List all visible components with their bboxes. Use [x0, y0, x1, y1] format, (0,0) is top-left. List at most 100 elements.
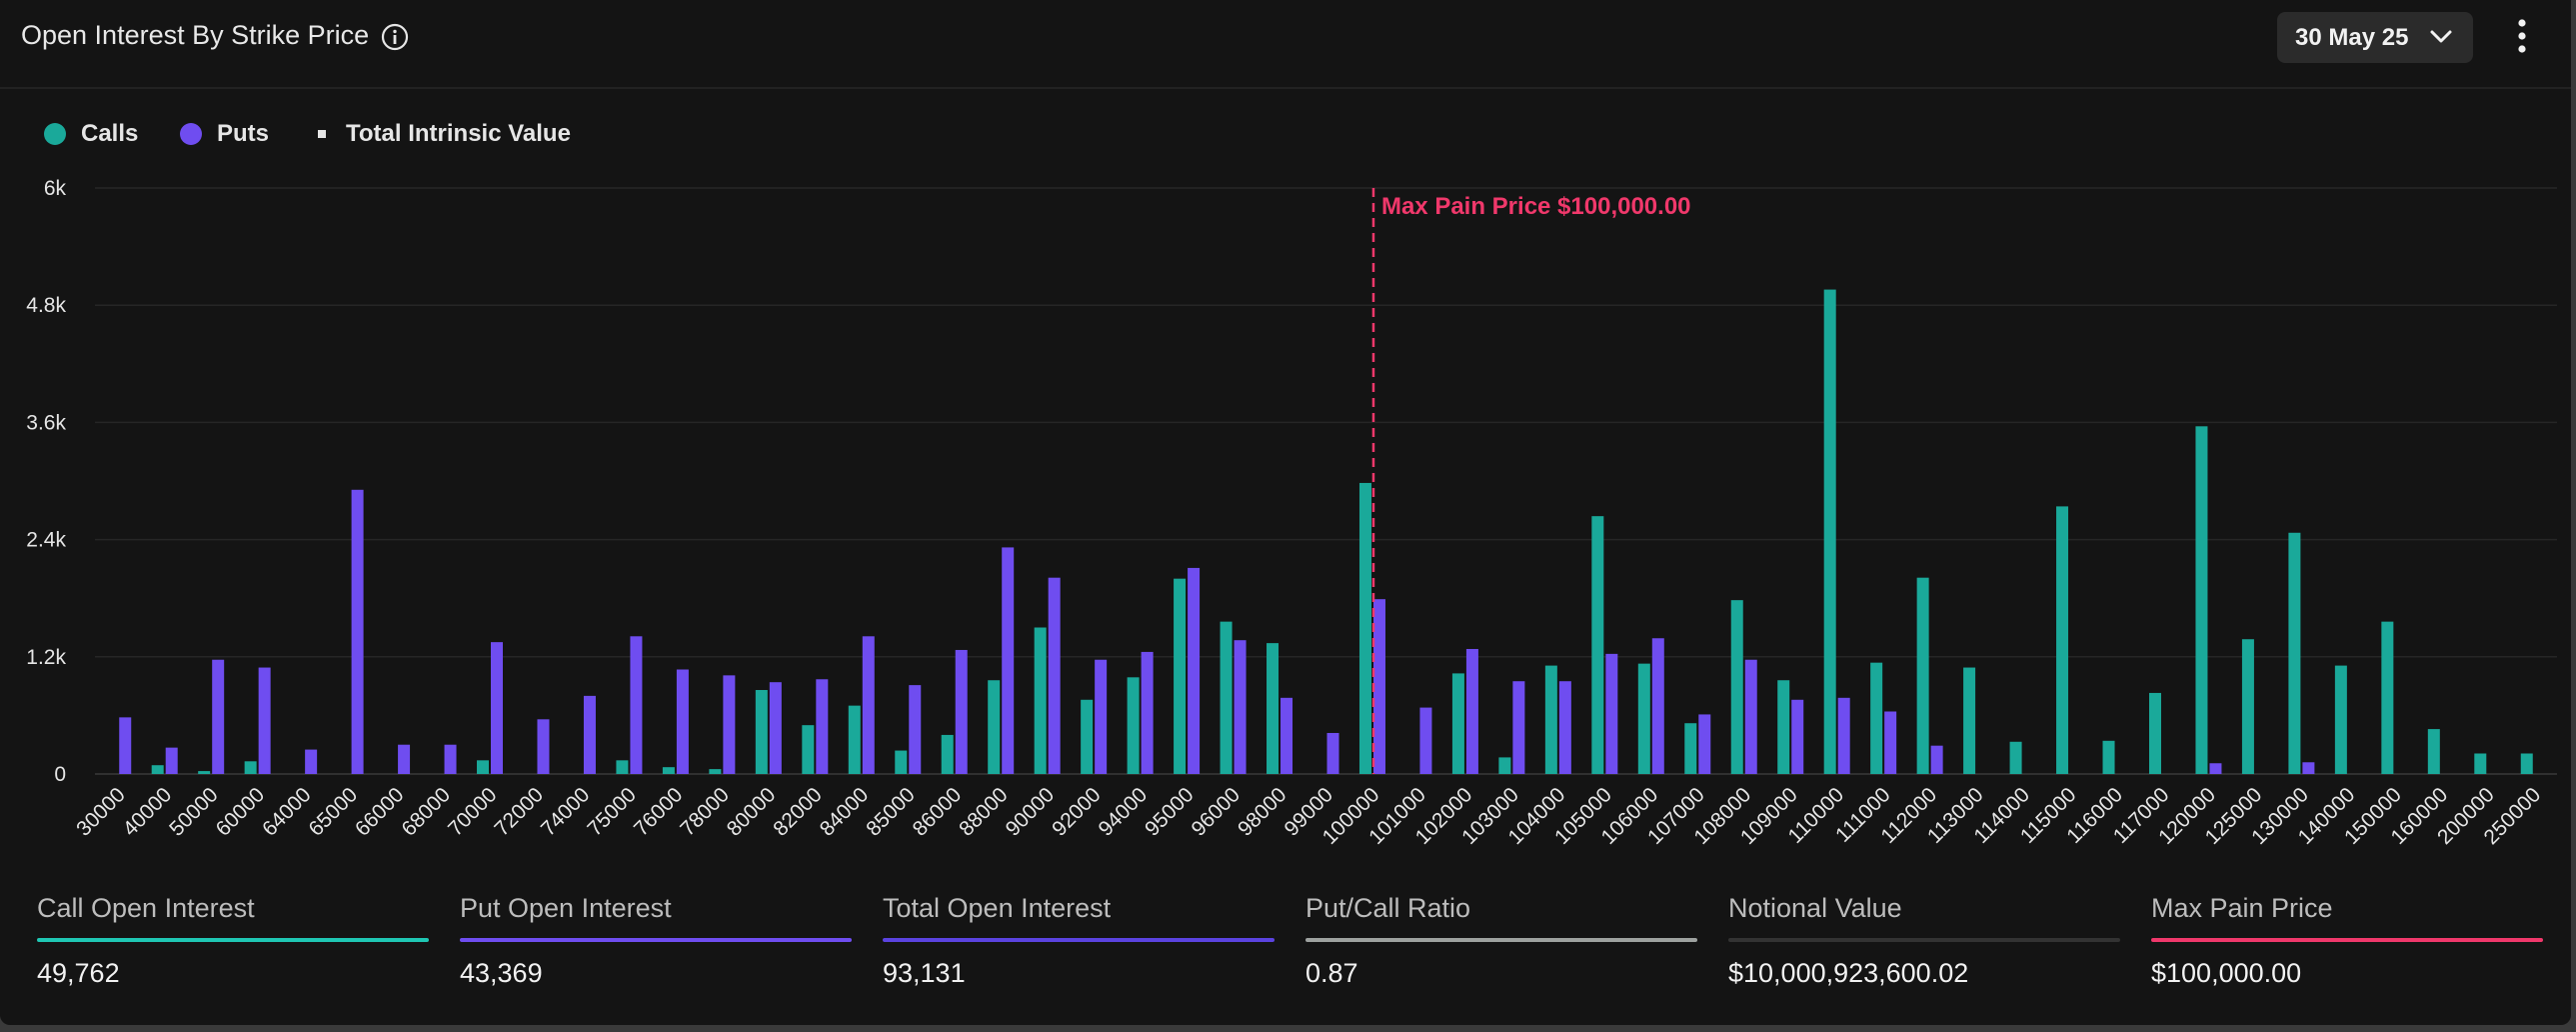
call-bar[interactable]: [244, 761, 257, 774]
put-bar[interactable]: [119, 717, 132, 774]
put-bar[interactable]: [305, 749, 318, 774]
call-bar[interactable]: [1591, 516, 1604, 774]
call-bar[interactable]: [988, 680, 1001, 774]
put-bar[interactable]: [862, 636, 875, 774]
call-bar[interactable]: [1823, 289, 1836, 774]
call-bar[interactable]: [941, 734, 954, 774]
put-bar[interactable]: [1698, 714, 1711, 774]
call-bar[interactable]: [1034, 627, 1047, 775]
call-bar[interactable]: [709, 769, 722, 774]
call-bar[interactable]: [2520, 753, 2533, 774]
call-bar[interactable]: [2288, 532, 2301, 774]
put-bar[interactable]: [2209, 763, 2222, 774]
x-tick-label: 84000: [816, 783, 874, 841]
call-bar[interactable]: [1637, 663, 1650, 774]
put-bar[interactable]: [258, 667, 271, 774]
put-bar[interactable]: [165, 747, 178, 774]
put-bar[interactable]: [1419, 707, 1432, 774]
put-bar[interactable]: [1558, 681, 1571, 774]
legend-puts[interactable]: Puts: [180, 120, 269, 148]
call-bar[interactable]: [2427, 729, 2440, 774]
call-bar[interactable]: [755, 690, 768, 774]
put-bar[interactable]: [676, 669, 689, 774]
put-bar[interactable]: [1281, 697, 1293, 774]
put-bar[interactable]: [1651, 638, 1664, 774]
stat-put-call-ratio: Put/Call Ratio 0.87: [1305, 893, 1697, 989]
call-bar[interactable]: [1220, 621, 1233, 774]
put-bar[interactable]: [1002, 547, 1015, 774]
put-bar[interactable]: [1095, 659, 1108, 774]
call-bar[interactable]: [895, 750, 908, 774]
call-bar[interactable]: [2056, 506, 2069, 774]
call-bar[interactable]: [1498, 757, 1511, 774]
call-bar[interactable]: [1127, 677, 1140, 774]
call-bar[interactable]: [2009, 741, 2022, 774]
put-bar[interactable]: [351, 489, 364, 774]
put-bar[interactable]: [2302, 762, 2315, 774]
call-bar[interactable]: [1730, 600, 1743, 774]
call-bar[interactable]: [662, 767, 675, 774]
call-bar[interactable]: [2241, 639, 2254, 774]
legend-intrinsic[interactable]: Total Intrinsic Value: [318, 120, 571, 148]
put-bar[interactable]: [1048, 577, 1061, 774]
put-bar[interactable]: [1372, 599, 1385, 774]
stat-notional-value: Notional Value $10,000,923,600.02: [1728, 893, 2120, 989]
info-icon[interactable]: [380, 22, 410, 52]
put-bar[interactable]: [491, 642, 504, 774]
call-bar[interactable]: [1870, 662, 1883, 774]
put-bar[interactable]: [1837, 697, 1850, 774]
x-tick-label: 86000: [909, 783, 967, 841]
put-bar[interactable]: [1744, 659, 1757, 774]
call-bar[interactable]: [1777, 680, 1790, 774]
put-bar[interactable]: [1605, 653, 1618, 774]
put-bar[interactable]: [1465, 648, 1478, 774]
stat-total-open-interest: Total Open Interest 93,131: [883, 893, 1275, 989]
call-bar[interactable]: [2148, 692, 2161, 774]
call-bar[interactable]: [2334, 665, 2347, 774]
call-bar[interactable]: [1267, 643, 1280, 774]
call-bar[interactable]: [2474, 753, 2487, 774]
call-bar[interactable]: [802, 725, 815, 774]
put-bar[interactable]: [630, 636, 643, 774]
put-bar[interactable]: [398, 744, 411, 774]
call-bar[interactable]: [2195, 426, 2208, 774]
put-bar[interactable]: [723, 675, 736, 774]
call-bar[interactable]: [1358, 482, 1371, 774]
put-bar[interactable]: [1234, 640, 1247, 774]
call-bar[interactable]: [2102, 740, 2115, 774]
calls-dot-icon: [44, 123, 66, 145]
put-bar[interactable]: [1188, 567, 1201, 774]
call-bar[interactable]: [198, 771, 211, 774]
max-pain-label: Max Pain Price $100,000.00: [1381, 193, 1691, 220]
call-bar[interactable]: [1451, 673, 1464, 774]
put-bar[interactable]: [212, 659, 225, 774]
put-bar[interactable]: [1884, 711, 1897, 774]
call-bar[interactable]: [1684, 723, 1697, 774]
summary-stats: Call Open Interest 49,762 Put Open Interes…: [37, 893, 2556, 1013]
put-bar[interactable]: [1791, 699, 1804, 774]
put-bar[interactable]: [444, 744, 457, 774]
call-bar[interactable]: [2381, 621, 2394, 774]
call-bar[interactable]: [477, 760, 490, 774]
put-bar[interactable]: [955, 649, 968, 774]
put-bar[interactable]: [769, 682, 782, 774]
call-bar[interactable]: [1963, 667, 1976, 774]
call-bar[interactable]: [1081, 699, 1094, 774]
call-bar[interactable]: [151, 765, 164, 774]
expiry-date-select[interactable]: 30 May 25: [2277, 12, 2473, 63]
put-bar[interactable]: [1326, 732, 1339, 774]
call-bar[interactable]: [1916, 577, 1929, 774]
legend-calls[interactable]: Calls: [44, 120, 138, 148]
more-options-icon[interactable]: [2511, 16, 2533, 56]
call-bar[interactable]: [1174, 578, 1187, 774]
call-bar[interactable]: [616, 760, 629, 774]
put-bar[interactable]: [1512, 681, 1525, 774]
put-bar[interactable]: [537, 719, 550, 774]
put-bar[interactable]: [583, 695, 596, 774]
put-bar[interactable]: [1930, 745, 1943, 774]
put-bar[interactable]: [816, 679, 829, 774]
call-bar[interactable]: [848, 705, 861, 774]
put-bar[interactable]: [909, 685, 922, 774]
call-bar[interactable]: [1544, 665, 1557, 774]
put-bar[interactable]: [1141, 651, 1154, 774]
